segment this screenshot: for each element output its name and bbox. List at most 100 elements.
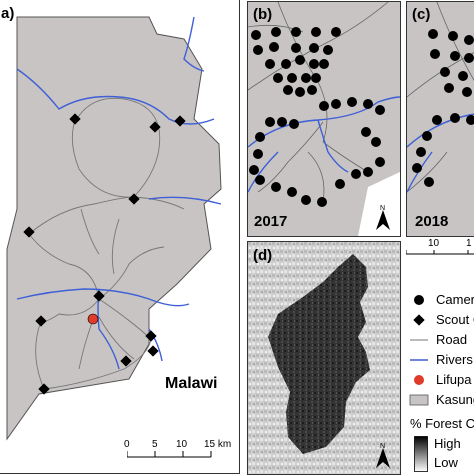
scale-tick-5: 5 [152,439,158,450]
year-c: 2018 [415,213,449,230]
camera-trap [301,195,311,205]
legend-park: Kasung [408,392,474,407]
camera-trap [251,30,261,40]
cameras-c [412,29,474,187]
panel-b: (b) 2017 N [247,1,401,237]
camera-trap [295,55,305,65]
camera-trap [319,59,329,69]
camera-trap [450,51,460,61]
panel-a: a) Malawi 0 5 10 15 km [0,0,240,474]
camera-trap [432,115,442,125]
camera-trap [281,59,291,69]
legend-road: Road [408,332,467,347]
camera-trap [424,177,434,187]
camera-trap [253,149,263,159]
scout-camp [147,345,159,357]
camera-trap [464,53,474,63]
camera-trap [458,71,468,81]
panel-b-label: (b) [253,6,273,23]
camera-trap [311,73,321,83]
legend-rivers: Rivers [408,352,473,367]
legend-rivers-label: Rivers [436,352,473,367]
camera-trap [287,73,297,83]
panel-a-label: a) [1,5,15,22]
camera-trap [283,85,293,95]
camera-trap [331,27,341,37]
scout-camp [128,193,140,205]
park-boundary [6,16,222,441]
camera-trap [371,137,381,147]
camera-trap [289,119,299,129]
svg-text:N: N [380,205,385,212]
circle-icon [408,294,430,306]
camera-trap [307,85,317,95]
camera-trap [331,99,341,109]
north-arrow-d: N [376,443,390,468]
camera-trap [311,27,321,37]
camera-trap [416,147,426,157]
camera-trap [363,99,373,109]
camera-trap [291,43,301,53]
legend-lodge-label: Lifupa L [436,372,474,387]
legend-forest-title: % Forest C [410,416,474,431]
panel-c-label: (c) [412,6,431,23]
lifupa-lodge [87,313,99,325]
forest-cover-image [248,242,400,474]
camera-trap [287,187,297,197]
legend-lodge: Lifupa L [408,372,474,387]
legend-camera-label: Camera [436,292,474,307]
north-arrow-b: N [376,205,390,230]
camera-trap [422,131,432,141]
camera-trap [412,163,422,173]
roads-a [28,97,185,390]
cameras-b [249,27,385,207]
camera-trap [309,59,319,69]
legend-scout: Scout C [408,312,474,327]
legend-road-label: Road [436,332,468,347]
camera-trap [347,97,357,107]
outside-park [358,172,400,236]
rivers-b [248,96,400,193]
side-scale [406,250,474,255]
legend-forest-high: High [434,436,461,451]
diamond-icon [408,313,430,326]
camera-trap [375,157,385,167]
camera-trap [335,179,345,189]
legend-scout-label: Scout C [436,312,474,327]
camera-trap [375,105,385,115]
legend-forest-low: Low [434,455,458,470]
scale-tick-0: 0 [124,439,130,450]
camera-trap [255,132,265,142]
river-line-icon [408,355,430,365]
camera-trap [269,42,279,52]
camera-trap [323,45,333,55]
camera-trap [309,43,319,53]
camera-trap [444,83,454,93]
svg-text:N: N [380,443,385,450]
camera-trap [363,167,373,177]
camera-trap [265,117,275,127]
camera-trap [428,29,438,39]
scout-camp [145,330,157,342]
camera-trap [361,127,371,137]
camera-trap [351,169,361,179]
map-a-svg [6,16,222,441]
camera-trap [319,101,329,111]
camera-trap [448,31,458,41]
camera-trap [466,115,474,125]
camera-trap [249,165,259,175]
red-dot-icon [408,374,430,386]
camera-trap [440,67,450,77]
tick-10: 10 [428,238,440,249]
forest-gradient [414,436,428,472]
camera-trap [277,117,287,127]
scale-tick-10: 10 [176,439,188,450]
camera-trap [301,73,311,83]
camera-trap [291,27,301,37]
camera-trap [450,113,460,123]
camera-trap [464,35,474,45]
scale-bar: 0 5 10 15 km [124,431,236,461]
year-b: 2017 [254,213,288,230]
camera-trap [271,27,281,37]
legend-camera: Camera [408,292,474,307]
